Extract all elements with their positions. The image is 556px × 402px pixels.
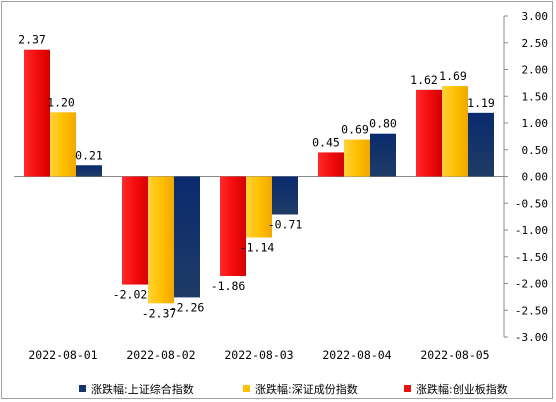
y-tick-label: -1.50 xyxy=(515,251,548,264)
bar-layer xyxy=(24,49,494,304)
legend-label: 涨跌幅:深证成份指数 xyxy=(255,382,358,396)
data-label: -1.14 xyxy=(240,240,275,254)
y-tick-label: 0.50 xyxy=(522,144,549,157)
x-category-label: 2022-08-02 xyxy=(126,348,195,362)
bar xyxy=(416,89,442,177)
y-tick-label: 3.00 xyxy=(522,10,549,23)
bar xyxy=(246,176,272,238)
y-tick-label: 2.50 xyxy=(522,37,549,50)
data-label: -1.86 xyxy=(211,279,246,293)
legend-swatch xyxy=(404,385,411,392)
bar xyxy=(468,112,494,177)
legend-swatch xyxy=(243,385,250,392)
legend-label: 涨跌幅:创业板指数 xyxy=(416,382,508,396)
bar xyxy=(318,152,344,177)
y-tick-label: 1.00 xyxy=(522,117,549,130)
bar xyxy=(122,176,148,285)
y-tick-label: -3.00 xyxy=(515,331,548,344)
data-label: -0.71 xyxy=(268,217,303,231)
data-label: -2.26 xyxy=(170,300,205,314)
bar xyxy=(148,176,174,304)
y-tick-label: 2.00 xyxy=(522,64,549,77)
y-tick-label: -2.00 xyxy=(515,278,548,291)
data-label: -2.02 xyxy=(113,288,148,302)
x-category-label: 2022-08-05 xyxy=(420,348,489,362)
bar xyxy=(50,112,76,177)
data-label: 0.21 xyxy=(75,148,103,162)
legend-swatch xyxy=(79,385,86,392)
y-tick-label: -0.50 xyxy=(515,197,548,210)
x-category-label: 2022-08-04 xyxy=(322,348,391,362)
bar xyxy=(442,86,468,177)
bar xyxy=(370,133,396,177)
data-label: 1.20 xyxy=(47,95,75,109)
y-tick-label: -1.00 xyxy=(515,224,548,237)
data-label: 0.45 xyxy=(312,135,340,149)
label-layer: 2.37 1.20 0.21 -2.02 -2.37-2.26 -1.86 -1.14 -0.… xyxy=(18,33,495,321)
bar xyxy=(24,49,50,177)
y-tick-label: 1.50 xyxy=(522,90,549,103)
y-tick-label: 0.00 xyxy=(522,171,549,184)
x-category-label: 2022-08-01 xyxy=(28,348,97,362)
data-label: 0.69 xyxy=(341,123,369,137)
x-category-label: 2022-08-03 xyxy=(224,348,293,362)
legend-label: 涨跌幅:上证综合指数 xyxy=(91,382,194,396)
y-tick-label: -2.50 xyxy=(515,304,548,317)
data-label: -2.37 xyxy=(142,306,177,320)
bar xyxy=(76,165,102,177)
bar xyxy=(344,139,370,177)
bar xyxy=(174,176,200,298)
bar xyxy=(272,176,298,215)
data-label: 0.80 xyxy=(369,117,397,131)
bar xyxy=(220,176,246,277)
data-label: 2.37 xyxy=(18,33,46,47)
data-label: 1.62 xyxy=(410,73,438,87)
data-label: 1.69 xyxy=(439,69,467,83)
data-label: 1.19 xyxy=(467,96,495,110)
axis-layer: 3.00 2.50 2.00 1.50 1.00 0.50 0.00 -0.50 -1.00 -1… xyxy=(14,10,548,362)
legend: 涨跌幅:上证综合指数 涨跌幅:深证成份指数 涨跌幅:创业板指数 xyxy=(79,382,508,396)
